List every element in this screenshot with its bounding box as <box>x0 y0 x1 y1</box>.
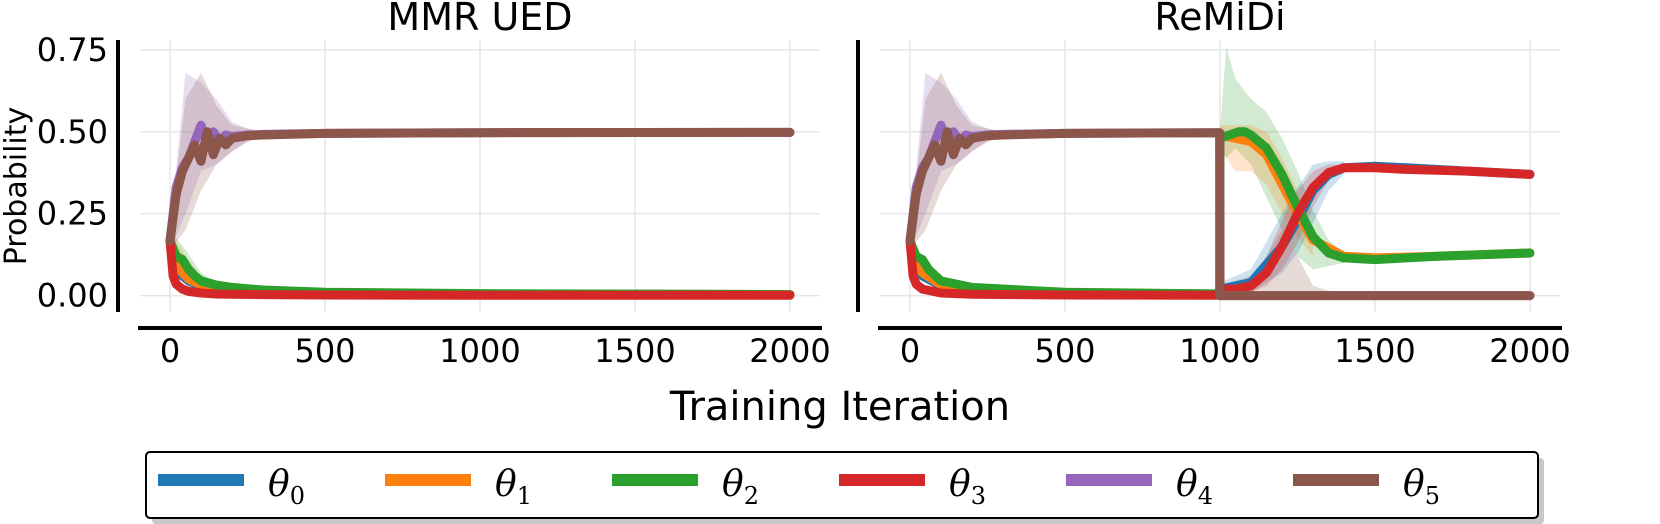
x-tick-label: 1000 <box>1179 332 1260 370</box>
legend-label: θ0 <box>268 464 305 510</box>
series-line-theta5 <box>905 127 1535 301</box>
x-tick-label: 1500 <box>1334 332 1415 370</box>
legend-label: θ1 <box>495 464 532 510</box>
x-tick-label: 2000 <box>749 332 830 370</box>
legend-label: θ5 <box>1403 464 1440 510</box>
legend-label: θ4 <box>1176 464 1213 510</box>
x-tick-label: 1000 <box>439 332 520 370</box>
panel-mmr-ued: MMR UED 0 500 1000 1500 2000 0.00 0.25 0.50 0.75 <box>37 0 831 370</box>
chart-title: ReMiDi <box>1154 0 1285 39</box>
x-tick-label: 1500 <box>594 332 675 370</box>
legend-item-theta2: θ2 <box>612 464 759 510</box>
y-tick-label: 0.75 <box>37 31 108 69</box>
legend-item-theta4: θ4 <box>1066 464 1213 510</box>
legend-label: θ3 <box>949 464 986 510</box>
y-tick-label: 0.00 <box>37 277 108 315</box>
panel-remidi: ReMiDi 0 500 1000 1500 2000 <box>856 0 1571 370</box>
series-line-theta2 <box>905 127 1535 299</box>
legend-item-theta0: θ0 <box>158 464 305 510</box>
chart-title: MMR UED <box>387 0 572 39</box>
series-line-theta5 <box>165 127 795 246</box>
x-axis-label: Training Iteration <box>669 384 1010 430</box>
band-theta4 <box>910 72 1220 250</box>
x-tick-label: 2000 <box>1489 332 1570 370</box>
legend-label: θ2 <box>722 464 759 510</box>
x-tick-label: 0 <box>900 332 920 370</box>
band-theta2 <box>1220 46 1344 270</box>
y-tick-label: 0.50 <box>37 113 108 151</box>
legend-item-theta3: θ3 <box>839 464 986 510</box>
series-line-theta3 <box>165 236 795 300</box>
y-axis-label: Probability <box>0 107 34 266</box>
y-tick-label: 0.25 <box>37 195 108 233</box>
legend-item-theta1: θ1 <box>385 464 532 510</box>
series-line-theta3 <box>905 163 1535 300</box>
x-tick-label: 500 <box>294 332 355 370</box>
legend: θ0 θ1 θ2 θ3 θ4 θ5 <box>145 451 1544 524</box>
band-theta5 <box>910 72 1220 250</box>
legend-item-theta5: θ5 <box>1293 464 1440 510</box>
band-theta5 <box>1220 230 1344 296</box>
x-tick-label: 0 <box>160 332 180 370</box>
x-tick-label: 500 <box>1034 332 1095 370</box>
